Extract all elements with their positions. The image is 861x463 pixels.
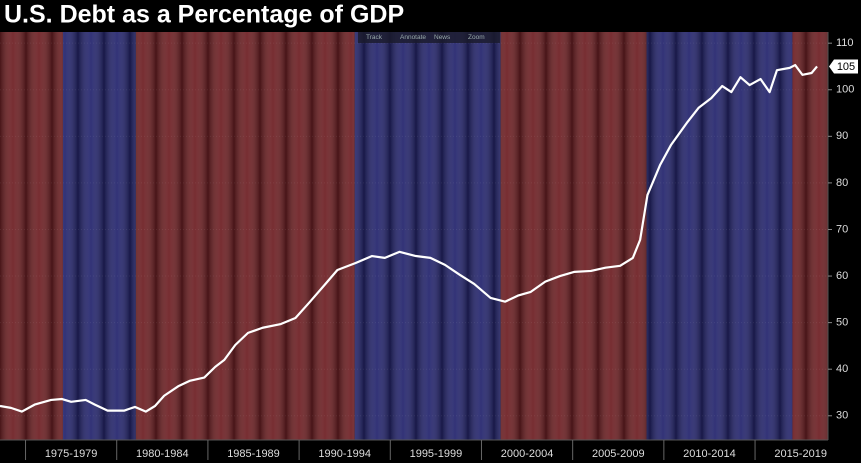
x-tick-label: 2000-2004 bbox=[501, 448, 554, 460]
y-tick-label: 90 bbox=[836, 130, 848, 142]
chart-title: U.S. Debt as a Percentage of GDP bbox=[4, 1, 404, 29]
x-axis-panel bbox=[0, 440, 861, 463]
y-tick-label: 110 bbox=[836, 37, 854, 49]
x-tick-label: 1985-1989 bbox=[227, 448, 280, 460]
stripe-overlay bbox=[0, 32, 828, 440]
y-tick-label: 40 bbox=[836, 363, 848, 375]
y-tick-label: 100 bbox=[836, 84, 854, 96]
y-tick-label: 60 bbox=[836, 270, 848, 282]
x-tick-label: 2015-2019 bbox=[774, 448, 827, 460]
y-axis-panel bbox=[828, 32, 861, 440]
x-tick-label: 2010-2014 bbox=[683, 448, 736, 460]
debt-line bbox=[0, 63, 818, 413]
y-tick-label: 50 bbox=[836, 317, 848, 329]
x-tick-label: 1980-1984 bbox=[136, 448, 189, 460]
toolbar-items: Track Annotate News Zoom bbox=[366, 34, 485, 41]
grid bbox=[0, 42, 828, 417]
x-tick-label: 1990-1994 bbox=[318, 448, 371, 460]
toolbar bbox=[358, 32, 500, 43]
toolbar-item: Annotate bbox=[400, 34, 426, 41]
toolbar-item: Track bbox=[366, 34, 383, 41]
y-tick-label: 30 bbox=[836, 410, 848, 422]
x-tick-label: 2005-2009 bbox=[592, 448, 645, 460]
y-tick-label: 70 bbox=[836, 223, 848, 235]
last-value-tag bbox=[829, 59, 858, 74]
last-value-label: 105 bbox=[837, 61, 855, 73]
y-tick-label: 80 bbox=[836, 177, 848, 189]
x-tick-label: 1995-1999 bbox=[410, 448, 463, 460]
toolbar-item: News bbox=[434, 34, 451, 41]
x-tick-label: 1975-1979 bbox=[45, 448, 98, 460]
toolbar-item: Zoom bbox=[468, 34, 485, 41]
